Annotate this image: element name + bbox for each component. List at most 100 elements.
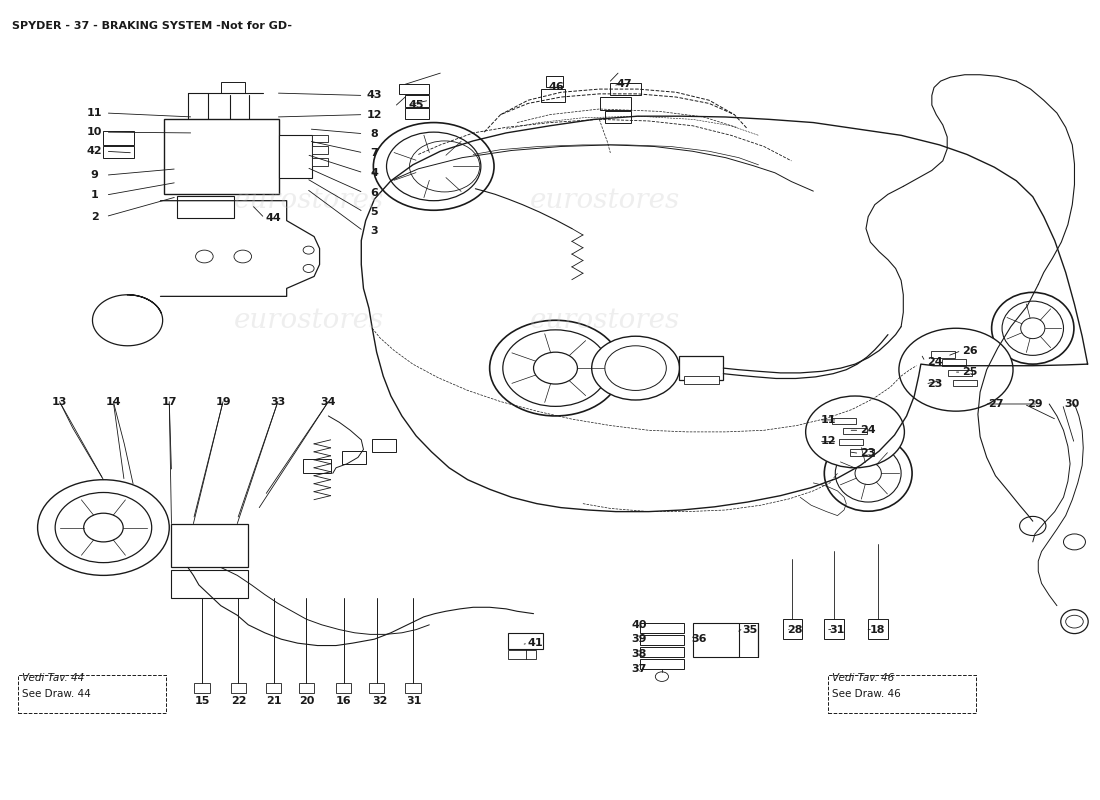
Text: 30: 30 — [1065, 399, 1080, 409]
Text: 21: 21 — [266, 695, 282, 706]
Text: 33: 33 — [271, 397, 286, 406]
Text: 19: 19 — [216, 397, 231, 406]
Text: 31: 31 — [406, 695, 421, 706]
Text: 38: 38 — [631, 649, 647, 658]
Text: 12: 12 — [366, 110, 382, 119]
Circle shape — [196, 250, 213, 263]
Text: 14: 14 — [106, 397, 121, 406]
Text: 22: 22 — [231, 695, 246, 706]
Text: 31: 31 — [829, 625, 845, 634]
Text: 25: 25 — [962, 367, 978, 377]
Text: See Draw. 44: See Draw. 44 — [22, 690, 91, 699]
Circle shape — [605, 346, 667, 390]
FancyBboxPatch shape — [931, 351, 955, 358]
FancyBboxPatch shape — [398, 84, 429, 94]
FancyBboxPatch shape — [546, 76, 563, 87]
Circle shape — [84, 514, 123, 542]
FancyBboxPatch shape — [405, 683, 420, 693]
FancyBboxPatch shape — [605, 111, 631, 122]
Text: 24: 24 — [860, 426, 876, 435]
Text: 9: 9 — [90, 170, 99, 180]
Text: 2: 2 — [91, 212, 99, 222]
Text: 34: 34 — [320, 397, 337, 406]
Text: 15: 15 — [195, 695, 210, 706]
Text: 36: 36 — [692, 634, 707, 644]
Text: 7: 7 — [371, 148, 378, 158]
Circle shape — [414, 152, 453, 181]
FancyBboxPatch shape — [827, 675, 976, 714]
Text: 11: 11 — [87, 108, 102, 118]
Circle shape — [899, 328, 1013, 411]
FancyBboxPatch shape — [684, 376, 719, 384]
FancyBboxPatch shape — [824, 619, 844, 639]
Circle shape — [373, 122, 494, 210]
Circle shape — [304, 246, 315, 254]
Text: 28: 28 — [786, 625, 802, 634]
Ellipse shape — [824, 435, 912, 511]
FancyBboxPatch shape — [266, 683, 282, 693]
Text: 37: 37 — [631, 664, 647, 674]
Text: 45: 45 — [408, 100, 424, 110]
Circle shape — [490, 320, 622, 416]
Text: eurostores: eurostores — [530, 306, 680, 334]
FancyBboxPatch shape — [832, 418, 856, 424]
FancyBboxPatch shape — [312, 146, 329, 154]
FancyBboxPatch shape — [953, 380, 977, 386]
Text: See Draw. 46: See Draw. 46 — [832, 690, 901, 699]
Ellipse shape — [1002, 301, 1064, 355]
Circle shape — [55, 493, 152, 562]
Text: 6: 6 — [371, 188, 378, 198]
FancyBboxPatch shape — [640, 623, 684, 633]
Text: Vedi Tav. 44: Vedi Tav. 44 — [22, 674, 85, 683]
FancyBboxPatch shape — [231, 683, 246, 693]
Circle shape — [592, 336, 680, 400]
FancyBboxPatch shape — [942, 359, 966, 366]
Circle shape — [1064, 534, 1086, 550]
Ellipse shape — [991, 292, 1074, 364]
Circle shape — [503, 330, 608, 406]
Ellipse shape — [835, 445, 901, 502]
FancyBboxPatch shape — [177, 196, 234, 218]
FancyBboxPatch shape — [405, 95, 429, 106]
Text: 42: 42 — [87, 146, 102, 156]
Text: 41: 41 — [528, 638, 543, 648]
Text: 35: 35 — [742, 625, 757, 634]
Text: 39: 39 — [631, 634, 647, 644]
Circle shape — [234, 250, 252, 263]
Circle shape — [304, 265, 315, 273]
Ellipse shape — [1060, 610, 1088, 634]
FancyBboxPatch shape — [843, 428, 867, 434]
FancyBboxPatch shape — [948, 370, 972, 376]
FancyBboxPatch shape — [640, 659, 684, 669]
FancyBboxPatch shape — [640, 635, 684, 645]
Text: 13: 13 — [52, 397, 67, 406]
FancyBboxPatch shape — [640, 647, 684, 657]
FancyBboxPatch shape — [312, 158, 329, 166]
Circle shape — [534, 352, 578, 384]
FancyBboxPatch shape — [172, 570, 249, 598]
FancyBboxPatch shape — [103, 146, 134, 158]
FancyBboxPatch shape — [103, 130, 134, 145]
Text: 8: 8 — [371, 129, 378, 138]
Text: eurostores: eurostores — [233, 306, 384, 334]
Text: 20: 20 — [299, 695, 315, 706]
Circle shape — [1020, 516, 1046, 535]
Text: 29: 29 — [1027, 399, 1043, 409]
FancyBboxPatch shape — [601, 97, 631, 110]
Ellipse shape — [855, 462, 881, 485]
FancyBboxPatch shape — [610, 82, 641, 95]
Circle shape — [37, 480, 169, 575]
Text: 11: 11 — [821, 415, 836, 425]
FancyBboxPatch shape — [299, 683, 315, 693]
Text: 18: 18 — [869, 625, 884, 634]
FancyBboxPatch shape — [508, 650, 536, 659]
FancyBboxPatch shape — [849, 450, 873, 456]
Text: 40: 40 — [631, 620, 647, 630]
Text: 4: 4 — [371, 168, 378, 178]
Text: 23: 23 — [860, 449, 876, 458]
FancyBboxPatch shape — [405, 108, 429, 119]
Circle shape — [409, 141, 480, 192]
Text: 32: 32 — [372, 695, 387, 706]
Ellipse shape — [1021, 318, 1045, 338]
FancyBboxPatch shape — [541, 89, 565, 102]
